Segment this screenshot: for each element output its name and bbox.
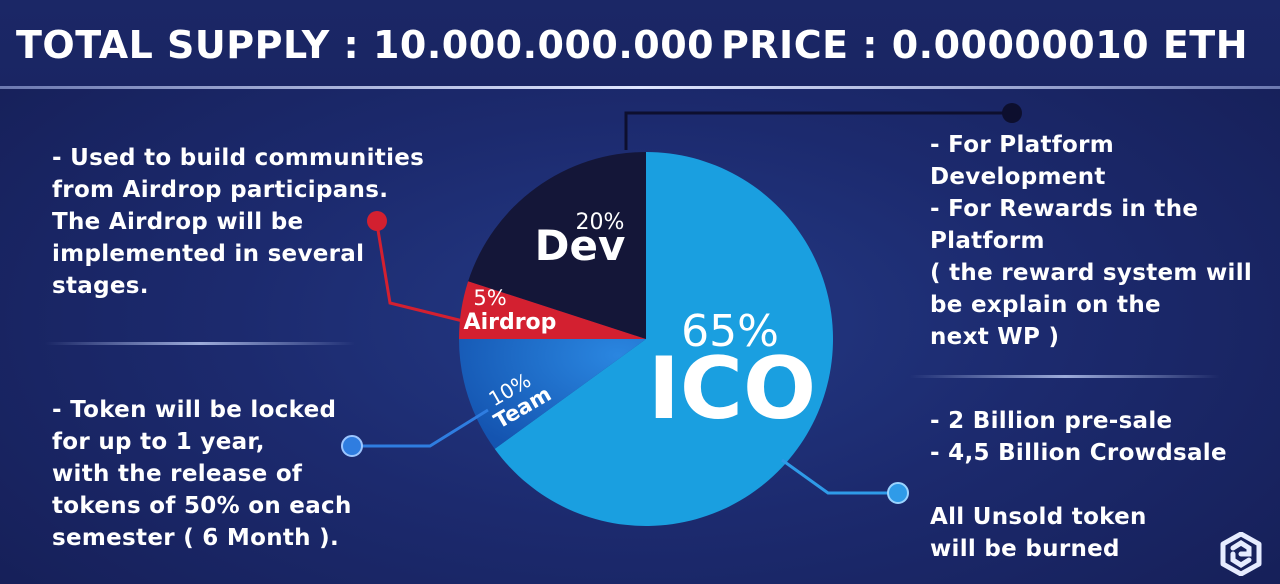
dev-connector-line <box>624 111 1012 150</box>
slice-name-airdrop: Airdrop <box>464 310 557 335</box>
brand-logo-icon <box>1220 532 1262 576</box>
slice-percent-dev: 20% <box>576 210 625 235</box>
team-description: - Token will be locked for up to 1 year,… <box>52 397 352 551</box>
slice-name-ico: ICO <box>648 339 816 439</box>
header-divider <box>0 86 1280 89</box>
airdrop-connector-line <box>375 223 468 324</box>
airdrop-connector-dot <box>367 211 387 231</box>
team-connector-dot <box>341 435 363 457</box>
slice-percent-airdrop: 5% <box>473 286 506 310</box>
pie-slice-airdrop <box>459 281 646 339</box>
slice-percent-ico: 65% <box>681 306 779 357</box>
token-price: PRICE : 0.00000010 ETH <box>720 23 1248 67</box>
right-divider <box>910 375 1220 378</box>
ico-connector-line <box>781 458 898 495</box>
slice-label-dev: 20%Dev <box>535 210 626 270</box>
ico-description: - 2 Billion pre-sale - 4,5 Billion Crowd… <box>930 408 1227 466</box>
header-band <box>0 0 1280 88</box>
ico-connector-dot <box>887 482 909 504</box>
burn-note: All Unsold token will be burned <box>930 504 1147 562</box>
total-supply: TOTAL SUPPLY : 10.000.000.000 <box>16 23 715 67</box>
dev-connector-dot <box>1002 103 1022 123</box>
airdrop-description: - Used to build communities from Airdrop… <box>52 145 425 299</box>
slice-name-dev: Dev <box>535 221 626 270</box>
left-divider <box>45 342 355 345</box>
dev-description: - For Platform Development - For Rewards… <box>930 132 1253 350</box>
slice-label-airdrop: 5%Airdrop <box>464 286 557 335</box>
team-connector-line <box>352 408 489 448</box>
pie-slice-ico <box>494 152 833 527</box>
slice-label-ico: 65%ICO <box>648 306 816 439</box>
pie-slice-team <box>459 339 646 449</box>
pie-slice-dev <box>468 152 646 339</box>
